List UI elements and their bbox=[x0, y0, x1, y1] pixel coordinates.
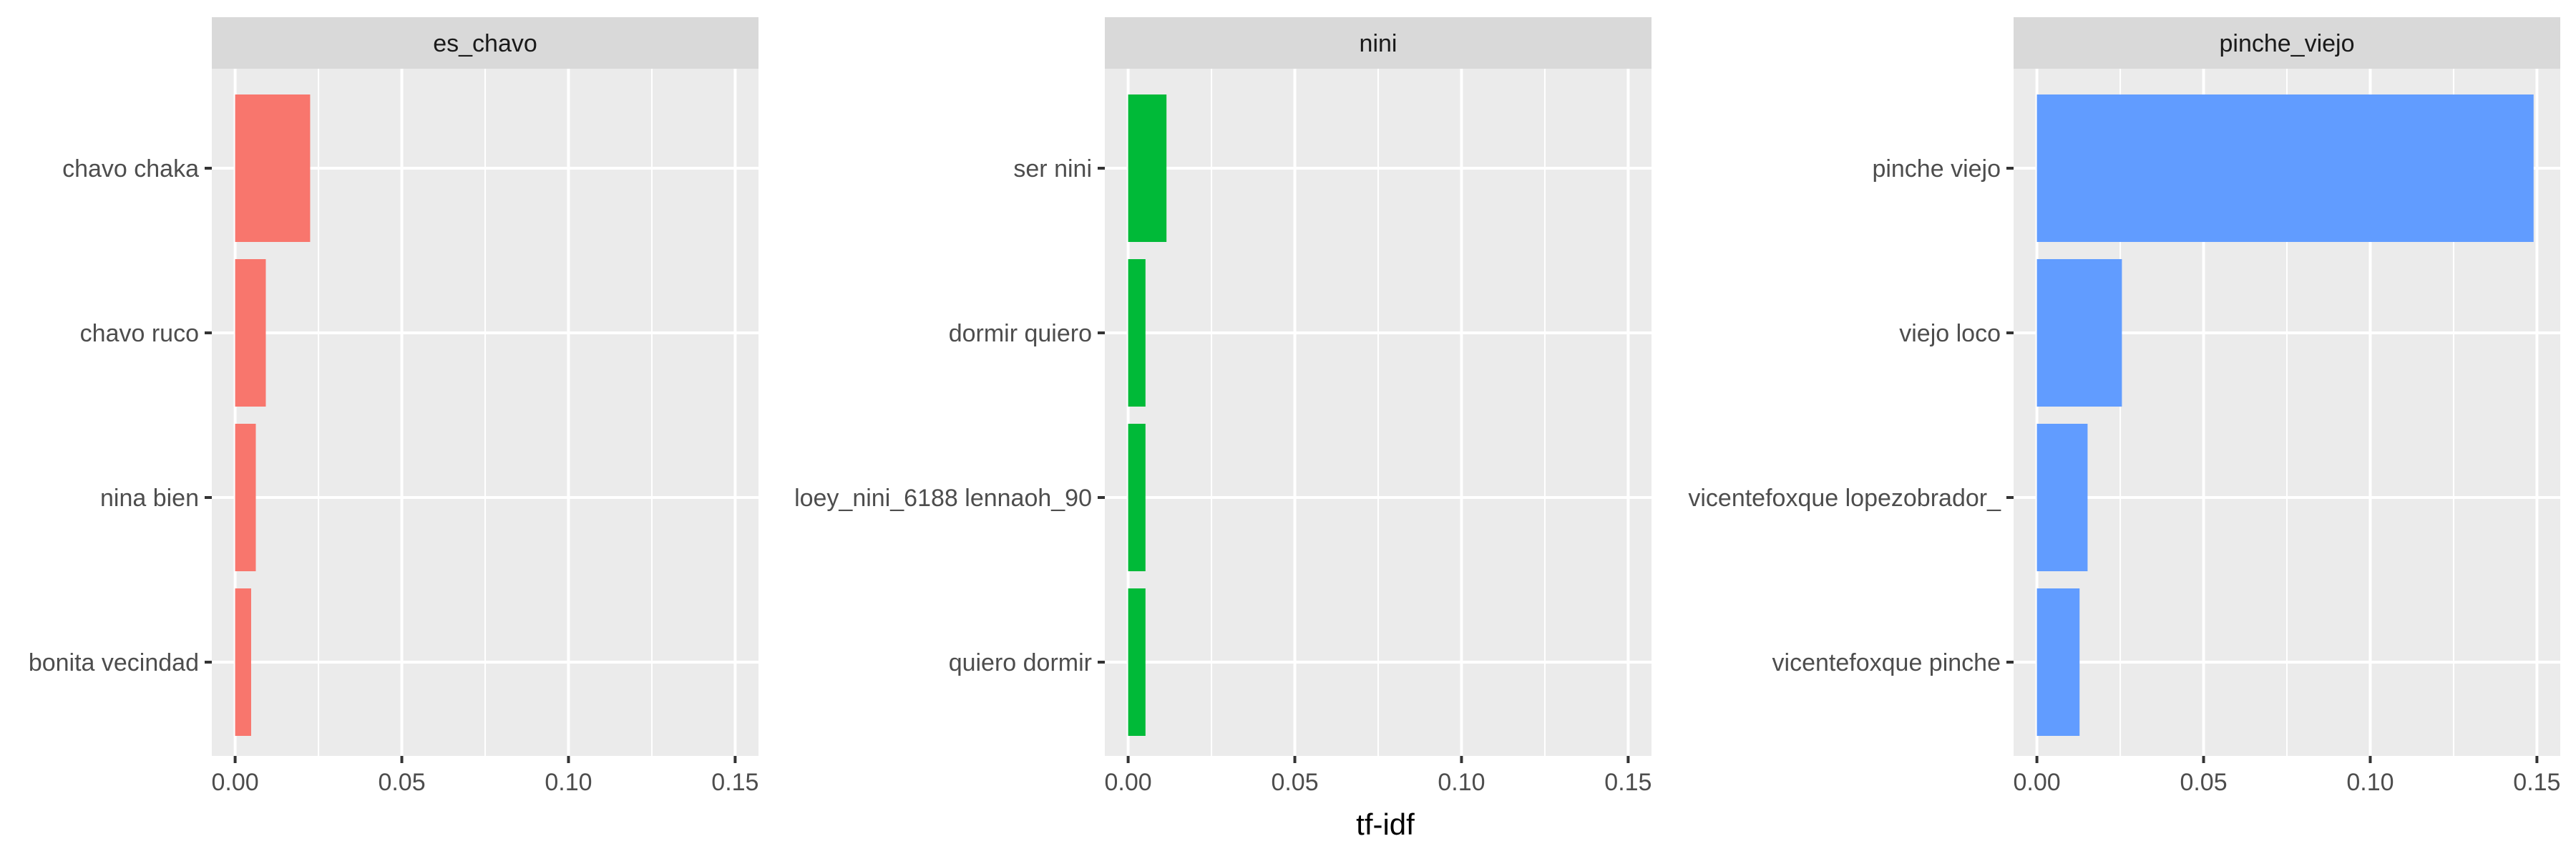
x-tick-label: 0.10 bbox=[545, 769, 592, 796]
bar bbox=[2036, 424, 2088, 571]
category-label: chavo ruco bbox=[80, 320, 199, 347]
category-label: bonita vecindad bbox=[29, 649, 199, 676]
x-tick-label: 0.00 bbox=[2014, 769, 2061, 796]
bar bbox=[235, 424, 256, 571]
x-tick-label: 0.05 bbox=[2180, 769, 2227, 796]
bar bbox=[1128, 94, 1167, 242]
facet-strip-title: pinche_viejo bbox=[2219, 30, 2354, 57]
bar bbox=[1128, 259, 1146, 407]
category-label: viejo loco bbox=[1899, 320, 2001, 347]
bar bbox=[1128, 588, 1146, 736]
facet-strip-title: es_chavo bbox=[433, 30, 537, 57]
facet-panel-nini: nini ser nini dormir quiero loey_nini_6188 … bbox=[794, 17, 1652, 796]
x-tick-label: 0.15 bbox=[2513, 769, 2560, 796]
bar bbox=[235, 588, 251, 736]
x-tick-label: 0.15 bbox=[1604, 769, 1652, 796]
x-axis-title: tf-idf bbox=[1356, 807, 1415, 841]
category-label: ser nini bbox=[1013, 155, 1092, 183]
facet-strip bbox=[212, 17, 758, 69]
bar bbox=[235, 94, 311, 242]
x-tick-label: 0.00 bbox=[212, 769, 259, 796]
category-label: loey_nini_6188 lennaoh_90 bbox=[794, 485, 1092, 512]
x-tick-label: 0.10 bbox=[1438, 769, 1485, 796]
bar bbox=[235, 259, 266, 407]
category-label: chavo chaka bbox=[62, 155, 199, 183]
x-tick-label: 0.00 bbox=[1105, 769, 1152, 796]
category-label: vicentefoxque lopezobrador_ bbox=[1688, 485, 2001, 512]
x-tick-label: 0.05 bbox=[1271, 769, 1318, 796]
facet-strip bbox=[2014, 17, 2560, 69]
facet-strip-title: nini bbox=[1360, 30, 1397, 57]
category-label: dormir quiero bbox=[949, 320, 1092, 347]
bar bbox=[2036, 588, 2080, 736]
category-label: nina bien bbox=[100, 485, 199, 512]
category-label: pinche viejo bbox=[1872, 155, 2001, 183]
facet-strip bbox=[1105, 17, 1652, 69]
category-label: quiero dormir bbox=[949, 649, 1092, 676]
bar bbox=[1128, 424, 1146, 571]
bar bbox=[2036, 94, 2534, 242]
x-tick-label: 0.15 bbox=[711, 769, 758, 796]
x-tick-label: 0.10 bbox=[2346, 769, 2394, 796]
bar bbox=[2036, 259, 2122, 407]
category-label: vicentefoxque pinche bbox=[1772, 649, 2001, 676]
x-tick-label: 0.05 bbox=[378, 769, 425, 796]
